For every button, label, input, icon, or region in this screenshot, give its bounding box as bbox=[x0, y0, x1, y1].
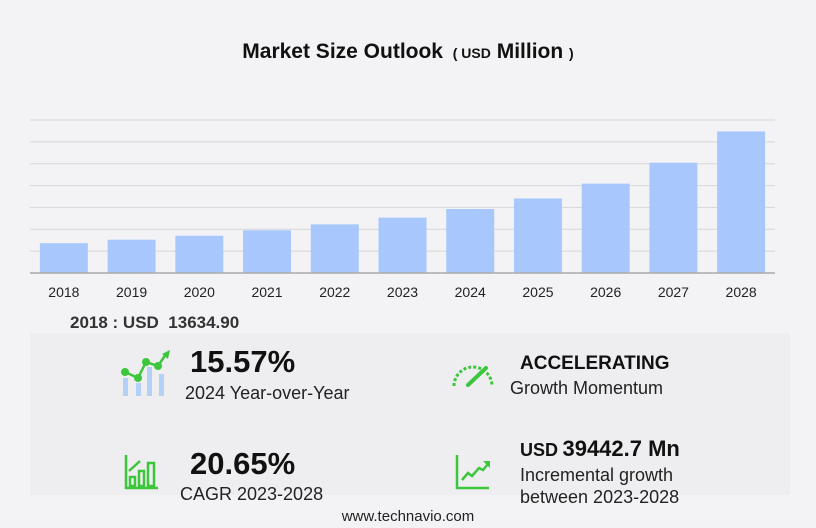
yoy-label: 2024 Year-over-Year bbox=[185, 383, 350, 403]
momentum-label: Growth Momentum bbox=[510, 378, 664, 398]
x-tick-label: 2019 bbox=[116, 284, 147, 300]
bar-2022 bbox=[310, 224, 359, 273]
title-paren: ( bbox=[452, 45, 458, 61]
line-bar-chart-icon bbox=[121, 350, 170, 396]
trend-line-icon bbox=[455, 455, 490, 490]
bar-2020 bbox=[175, 235, 224, 273]
x-tick-label: 2028 bbox=[726, 284, 757, 300]
bar-2028 bbox=[717, 131, 766, 273]
incremental-label-1: Incremental growth bbox=[520, 465, 674, 485]
incremental-amount: 39442.7 Mn bbox=[562, 436, 680, 461]
chart-title: Market Size Outlook ( USD Million ) bbox=[0, 40, 816, 64]
title-text: Market Size Outlook bbox=[242, 40, 443, 63]
x-tick-label: 2027 bbox=[658, 284, 689, 300]
footer-link[interactable]: www.technavio.com bbox=[341, 508, 475, 525]
x-tick-label: 2020 bbox=[184, 284, 215, 300]
x-tick-label: 2022 bbox=[319, 284, 350, 300]
base-year: 2018 : USD 13634.90 bbox=[70, 313, 239, 333]
bar-chart: 2018 2019 2020 2021 2022 2023 2024 2025 2026 2027… bbox=[30, 119, 775, 300]
title-unit: USD bbox=[461, 45, 491, 61]
bar-2021 bbox=[243, 230, 292, 273]
x-tick-label: 2024 bbox=[455, 284, 486, 300]
incremental-prefix: USD bbox=[520, 440, 559, 460]
base-year-label: 2018 : USD bbox=[70, 313, 159, 332]
speedometer-icon bbox=[452, 365, 494, 387]
title-paren-close: ) bbox=[569, 45, 574, 61]
x-tick-label: 2026 bbox=[590, 284, 621, 300]
cagr-value: 20.65% bbox=[190, 446, 296, 481]
bar-2018 bbox=[39, 243, 88, 273]
stats-panel bbox=[30, 333, 790, 495]
momentum-value: ACCELERATING bbox=[520, 353, 670, 374]
bar-2024 bbox=[446, 209, 495, 273]
incremental-value: USD 39442.7 Mn bbox=[520, 436, 680, 462]
bar-2025 bbox=[513, 198, 562, 273]
incremental-label-2: between 2023-2028 bbox=[520, 487, 680, 507]
bar-2027 bbox=[649, 162, 698, 273]
yoy-value: 15.57% bbox=[190, 344, 296, 379]
x-tick-label: 2018 bbox=[48, 284, 79, 300]
x-tick-label: 2021 bbox=[251, 284, 282, 300]
bar-2019 bbox=[107, 239, 156, 273]
cagr-label: CAGR 2023-2028 bbox=[180, 484, 324, 504]
base-year-value: 13634.90 bbox=[168, 313, 240, 332]
x-tick-label: 2023 bbox=[387, 284, 418, 300]
bar-2026 bbox=[581, 183, 630, 273]
bar-2023 bbox=[378, 217, 427, 273]
title-unit2: Million bbox=[496, 40, 564, 63]
bar-growth-icon bbox=[124, 455, 158, 490]
x-tick-label: 2025 bbox=[522, 284, 553, 300]
